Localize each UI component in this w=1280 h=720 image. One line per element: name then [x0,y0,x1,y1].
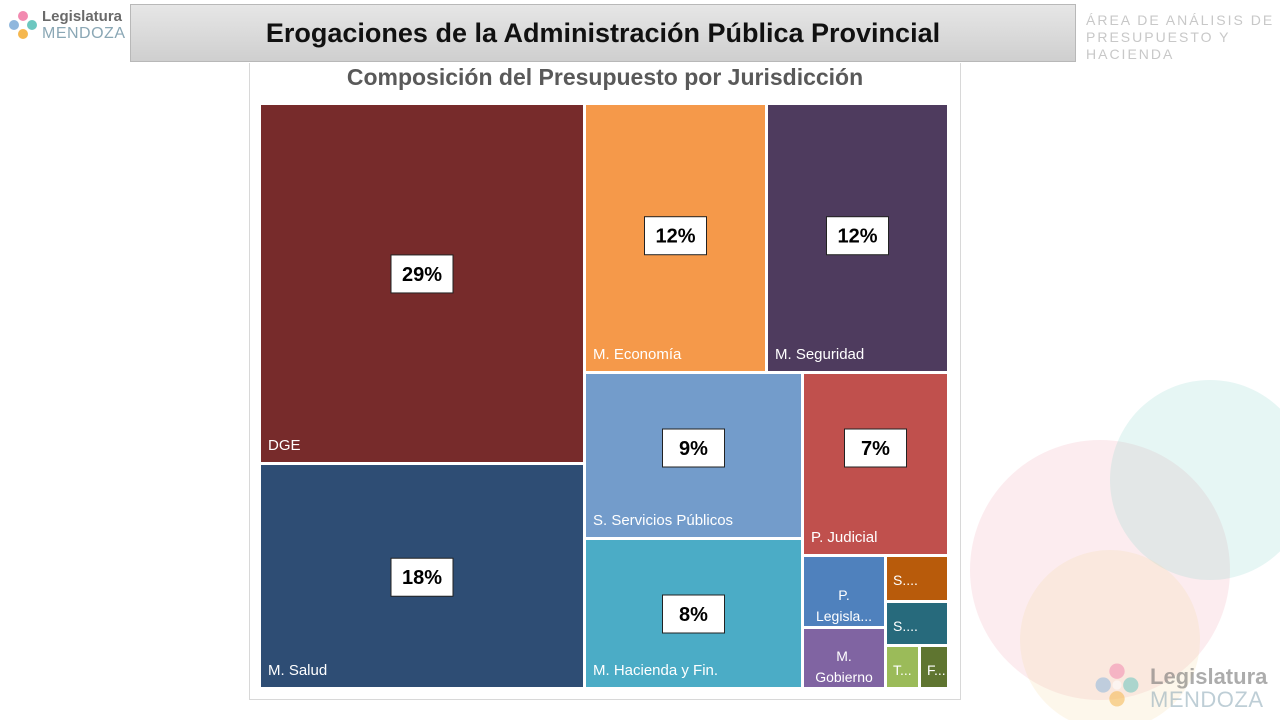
pct-label-m-salud: 18% [402,567,442,589]
logo-line2: MENDOZA [1150,687,1264,712]
title-bar: Erogaciones de la Administración Pública… [130,4,1076,62]
pct-box-dge [390,254,454,294]
pct-label-m-hacienda: 8% [679,604,708,626]
page-title: Erogaciones de la Administración Pública… [265,17,941,48]
treemap-cell-t [887,647,918,687]
treemap-cell-p-legislativo [804,557,884,626]
logo-line2: MENDOZA [42,25,126,42]
treemap-cell-s-b [887,603,947,644]
pct-box-p-judicial [844,428,907,468]
treemap-label-t: T... [893,662,912,678]
treemap-cell-f [921,647,947,687]
treemap-label-s-b: S.... [893,618,918,634]
treemap-label-m-hacienda: M. Hacienda y Fin. [593,662,718,679]
treemap-label-s-a: S.... [893,572,918,588]
pct-label-s-servicios-publicos: 9% [679,438,708,460]
logo-mark-icon [9,11,37,39]
pct-label-p-judicial: 7% [861,438,890,460]
treemap-label-p-legislativo: P. Legisla... [816,587,872,624]
pct-label-dge: 29% [402,264,442,286]
treemap-cell-m-gobierno [804,629,884,687]
treemap-label-p-judicial: P. Judicial [811,529,877,546]
background-decoration [960,380,1280,720]
logo-mark-icon [1095,663,1139,707]
pct-box-s-servicios-publicos [662,428,725,468]
area-label: ÁREA DE ANÁLISIS DE PRESUPUESTO Y HACIEN… [1086,12,1275,62]
treemap-label-s-servicios-publicos: S. Servicios Públicos [593,512,733,529]
treemap-label-m-economia: M. Economía [593,346,682,363]
legislatura-logo: Legislatura MENDOZA [8,6,125,46]
logo-line1: Legislatura [1150,664,1268,689]
treemap-cell-s-a [887,557,947,600]
chart-title: Composición del Presupuesto por Jurisdic… [346,64,864,90]
pct-box-m-seguridad [826,216,889,256]
treemap-label-dge: DGE [268,437,301,454]
treemap-label-m-gobierno: M. Gobierno [815,648,873,685]
treemap-label-m-seguridad: M. Seguridad [775,346,864,363]
pct-box-m-economia [644,216,707,256]
pct-label-m-seguridad: 12% [837,226,877,248]
logo-line1: Legislatura [42,8,123,25]
pct-box-m-salud [390,557,454,597]
treemap-label-m-salud: M. Salud [268,662,327,679]
treemap-label-f: F... [927,662,946,678]
pct-label-m-economia: 12% [655,226,695,248]
legislatura-logo-watermark: Legislatura MENDOZA [1094,660,1274,714]
pct-box-m-hacienda [662,594,725,634]
